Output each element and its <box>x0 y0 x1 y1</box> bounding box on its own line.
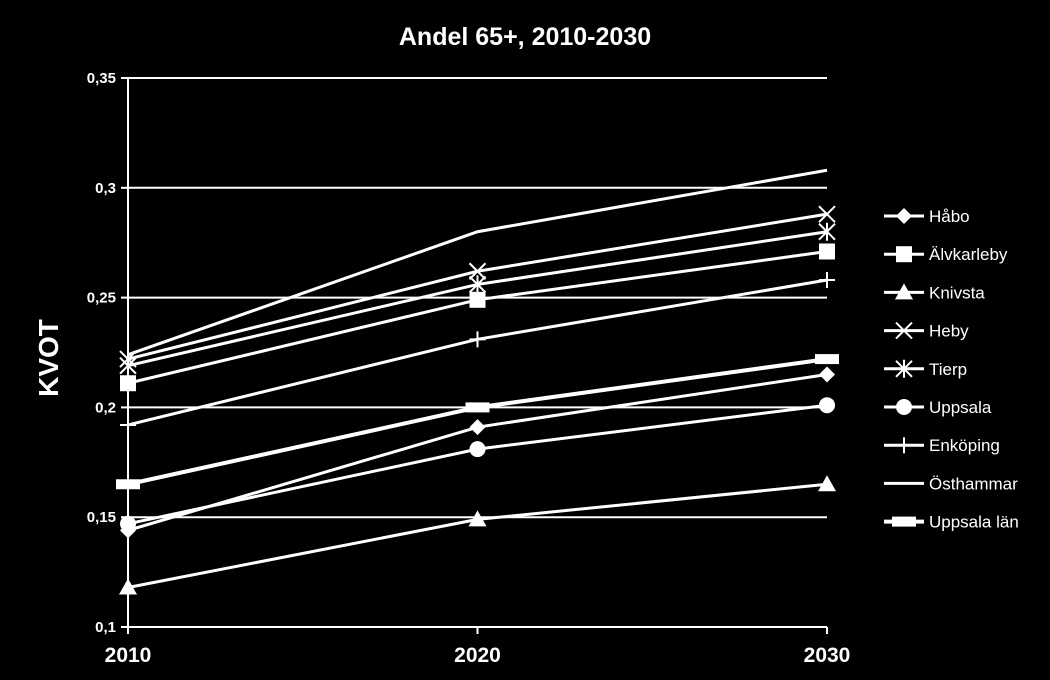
data-point <box>468 262 487 280</box>
data-point <box>119 356 137 375</box>
legend-item: Uppsala län <box>884 513 1019 532</box>
y-tick-label: 0,3 <box>95 180 116 197</box>
x-tick-label: 2030 <box>804 644 851 667</box>
legend-item: Håbo <box>884 207 970 226</box>
y-tick-label: 0,2 <box>95 399 116 416</box>
legend-item: Tierp <box>884 360 967 379</box>
data-point <box>120 375 136 392</box>
series-6 <box>120 397 835 532</box>
legend-item: Heby <box>884 322 969 341</box>
data-point <box>120 515 136 532</box>
legend-label: Uppsala <box>929 398 992 417</box>
legend-item: Enköping <box>884 436 1000 455</box>
x-tick-label: 2010 <box>105 644 152 667</box>
series-line <box>127 168 828 357</box>
legend-label: Tierp <box>929 360 967 379</box>
chart-title: Andel 65+, 2010-2030 <box>399 23 651 51</box>
legend-marker <box>896 437 912 454</box>
y-tick-label: 0,1 <box>95 619 116 636</box>
legend-marker <box>892 516 916 527</box>
data-point <box>819 366 835 383</box>
series-7 <box>120 272 835 433</box>
legend-marker <box>895 283 913 300</box>
x-axis-ticks: 2010 2020 2030 <box>105 627 851 667</box>
legend-label: Östhammar <box>929 474 1018 493</box>
data-point <box>465 402 490 413</box>
data-point <box>469 331 486 348</box>
legend-item: Östhammar <box>884 474 1018 493</box>
legend-item: Älvkarleby <box>884 245 1008 264</box>
series-5 <box>119 222 836 375</box>
data-point <box>120 416 136 433</box>
data-point <box>818 222 836 241</box>
data-point <box>818 475 836 492</box>
series-group <box>116 168 839 595</box>
data-point <box>469 419 486 436</box>
legend-label: Knivsta <box>929 283 985 302</box>
series-2 <box>120 243 835 392</box>
y-tick-label: 0,15 <box>87 509 116 526</box>
y-tick-label: 0,35 <box>87 70 116 87</box>
y-axis-ticks: 0,1 0,15 0,2 0,25 0,3 0,35 <box>87 70 128 636</box>
y-tick-label: 0,25 <box>87 290 116 307</box>
series-9 <box>116 354 839 490</box>
data-point <box>469 291 486 308</box>
data-point <box>116 479 140 490</box>
data-point <box>119 578 137 595</box>
data-point <box>819 397 835 414</box>
legend-marker <box>896 246 912 263</box>
legend-label: Håbo <box>929 207 970 226</box>
legend-marker <box>895 359 913 378</box>
series-3 <box>119 475 836 595</box>
data-point <box>818 205 836 223</box>
x-tick-label: 2020 <box>454 644 501 667</box>
data-point <box>815 354 839 365</box>
data-point <box>819 272 835 289</box>
data-point <box>819 243 835 260</box>
legend-marker <box>896 399 912 415</box>
legend-marker <box>896 208 912 224</box>
data-point <box>468 510 487 527</box>
legend: Håbo Älvkarleby Knivsta Heby Tierp Uppsala Enk… <box>884 207 1019 532</box>
legend-item: Uppsala <box>884 398 992 417</box>
axes <box>127 78 827 628</box>
legend-label: Älvkarleby <box>929 245 1008 264</box>
series-8 <box>127 168 828 357</box>
data-point <box>469 441 486 458</box>
data-point <box>468 275 487 294</box>
legend-label: Enköping <box>929 436 1000 455</box>
legend-label: Uppsala län <box>929 513 1019 532</box>
legend-label: Heby <box>929 322 969 341</box>
y-axis-label: KVOT <box>33 319 64 397</box>
legend-marker <box>895 321 913 340</box>
legend-item: Knivsta <box>884 283 985 302</box>
